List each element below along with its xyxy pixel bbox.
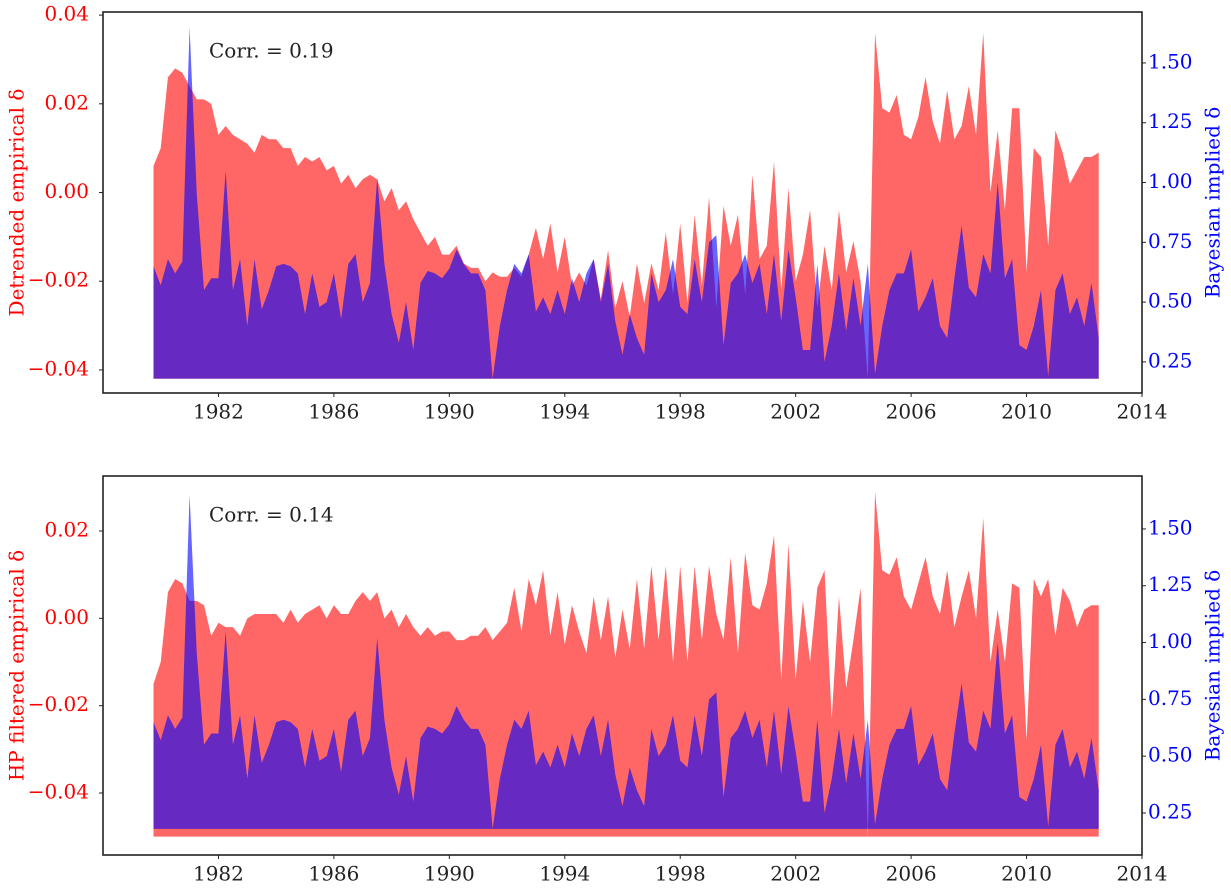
y-tick-label: −0.04 [28, 779, 89, 803]
y2-tick-label: 0.75 [1148, 686, 1193, 710]
x-tick-label: 2002 [770, 400, 821, 424]
x-tick-label: 1994 [539, 400, 590, 424]
x-tick-label: 2014 [1117, 400, 1168, 424]
x-tick-label: 2014 [1117, 862, 1168, 886]
x-tick-label: 2010 [1001, 400, 1052, 424]
y-tick-label: 0.04 [44, 2, 89, 26]
y-tick-label: −0.02 [28, 692, 89, 716]
y2-tick-label: 1.25 [1148, 572, 1193, 596]
annotation: Corr. = 0.19 [209, 39, 334, 63]
x-tick-label: 1990 [424, 862, 475, 886]
y2-tick-label: 0.50 [1148, 743, 1193, 767]
annotation: Corr. = 0.14 [209, 503, 334, 527]
x-tick-label: 1994 [539, 862, 590, 886]
y2-axis-label: Bayesian implied δ [1201, 107, 1225, 299]
area [153, 494, 1099, 829]
x-tick-label: 2010 [1001, 862, 1052, 886]
y2-tick-label: 0.25 [1148, 348, 1193, 372]
y2-tick-label: 1.00 [1148, 169, 1193, 193]
y2-tick-label: 1.00 [1148, 629, 1193, 653]
y-tick-label: 0.02 [44, 90, 89, 114]
x-tick-label: 1990 [424, 400, 475, 424]
area [153, 491, 1099, 837]
y-tick-label: −0.04 [28, 356, 89, 380]
x-tick-label: 1982 [193, 400, 244, 424]
y2-tick-label: 1.25 [1148, 109, 1193, 133]
x-tick-label: 1998 [655, 400, 706, 424]
x-tick-label: 1986 [308, 400, 359, 424]
plot-frame [102, 11, 1143, 394]
y-tick-label: −0.02 [28, 268, 89, 292]
y-tick-label: 0.00 [44, 179, 89, 203]
y-axis-label: Detrended empirical δ [5, 89, 29, 317]
x-tick-label: 1998 [655, 862, 706, 886]
y2-axis-label: Bayesian implied δ [1201, 570, 1225, 762]
x-tick-label: 1982 [193, 862, 244, 886]
x-tick-label: 2002 [770, 862, 821, 886]
y2-tick-label: 0.25 [1148, 799, 1193, 823]
y2-tick-label: 1.50 [1148, 49, 1193, 73]
y2-tick-label: 0.50 [1148, 289, 1193, 313]
x-tick-label: 2006 [886, 400, 937, 424]
x-tick-label: 2006 [886, 862, 937, 886]
y2-tick-label: 0.75 [1148, 229, 1193, 253]
plot-frame [102, 475, 1143, 856]
y-tick-label: 0.00 [44, 605, 89, 629]
y-axis-label: HP filtered empirical δ [5, 550, 29, 781]
area [153, 27, 1099, 379]
y-tick-label: 0.02 [44, 518, 89, 542]
x-tick-label: 1986 [308, 862, 359, 886]
area [153, 32, 1099, 379]
y2-tick-label: 1.50 [1148, 515, 1193, 539]
